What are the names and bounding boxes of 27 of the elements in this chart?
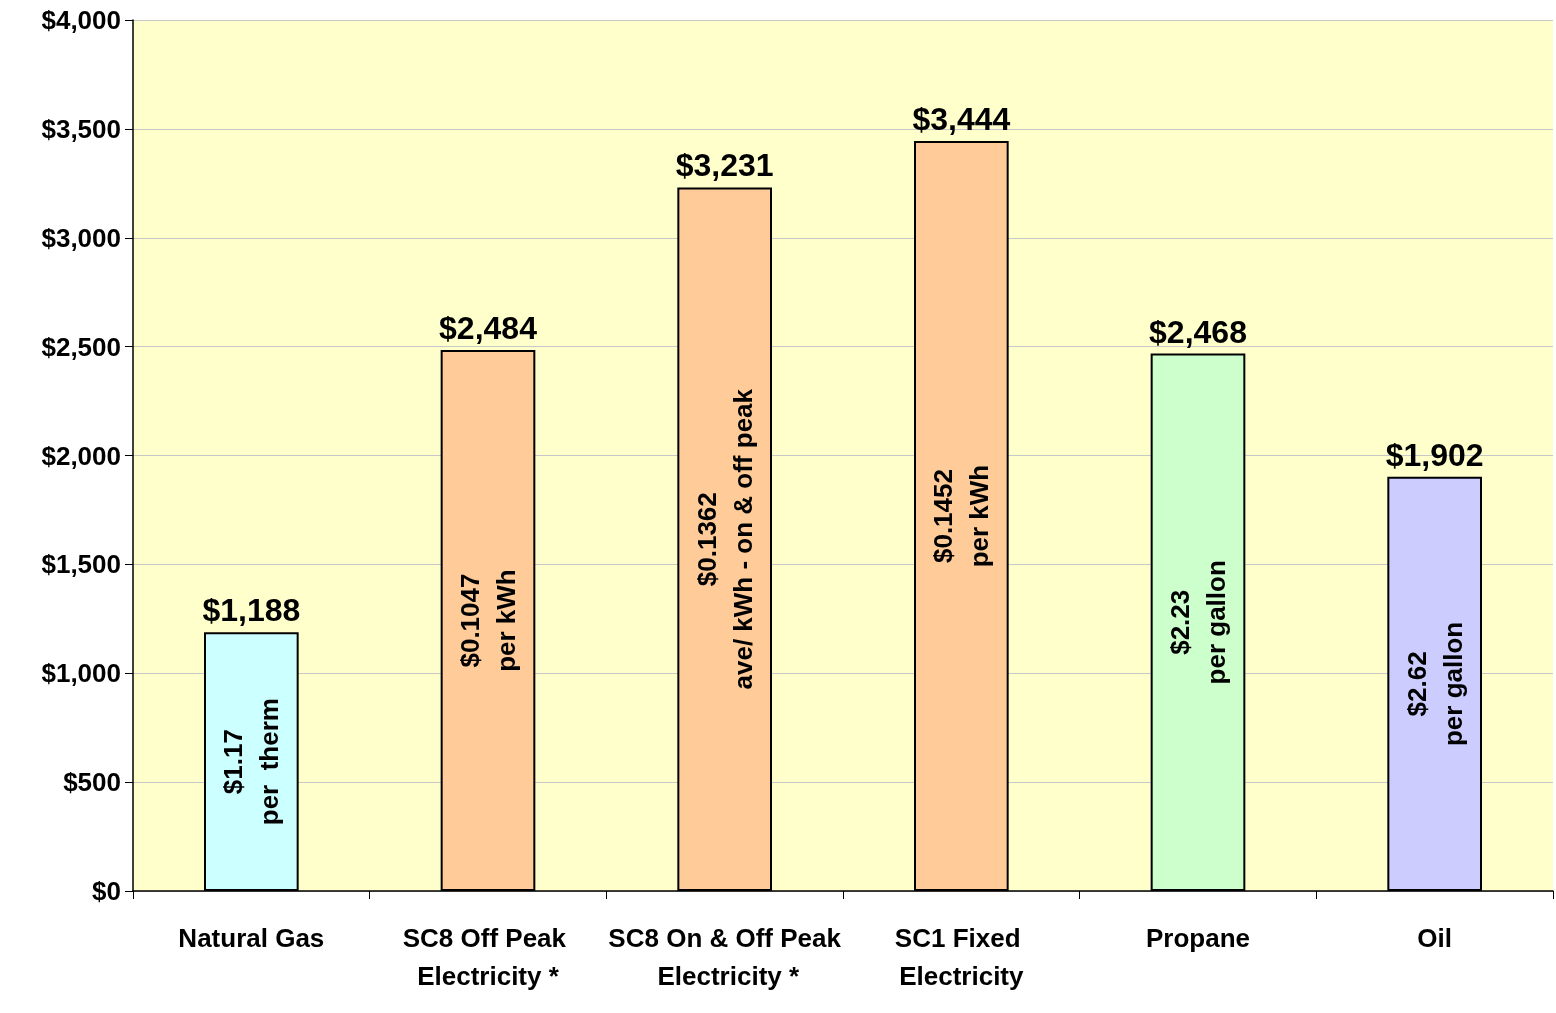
x-tick-label: SC8 Off Peak Electricity *	[402, 923, 574, 991]
y-tick-label: $3,000	[41, 222, 121, 253]
y-tick-label: $1,500	[41, 549, 121, 580]
x-tick-label: Natural Gas	[178, 923, 325, 953]
data-label: $3,231	[675, 147, 774, 184]
x-tick-label: SC8 On & Off Peak Electricity *	[608, 923, 842, 991]
x-tick-label: SC1 Fixed Electricity	[894, 923, 1028, 991]
data-label: $1,188	[202, 592, 301, 629]
annotation: $1.17 per therm	[218, 698, 285, 826]
y-tick-label: $2,000	[41, 440, 121, 471]
annotation: $0.1047 per kWh	[455, 569, 521, 672]
annotation: $0.1452 per kWh	[928, 464, 995, 568]
annotation: $2.62 per gallon	[1401, 621, 1468, 747]
y-tick-label: $0	[92, 876, 121, 906]
annotation: $0.1362 ave/ kWh - on & off peak	[691, 388, 758, 690]
data-label: $2,468	[1149, 313, 1247, 350]
y-tick-label: $1,000	[41, 658, 121, 689]
y-tick-label: $3,500	[41, 113, 121, 144]
data-label: $3,444	[912, 101, 1011, 138]
x-tick-label: Propane	[1145, 923, 1251, 953]
y-tick-label: $4,000	[41, 5, 121, 35]
x-tick-label: Oil	[1417, 923, 1452, 953]
y-tick-label: $500	[63, 767, 121, 798]
data-label: $2,484	[439, 310, 538, 347]
data-label: $1,902	[1385, 436, 1484, 473]
y-tick-label: $2,500	[41, 331, 121, 362]
annotation: $2.23 per gallon	[1165, 560, 1231, 685]
